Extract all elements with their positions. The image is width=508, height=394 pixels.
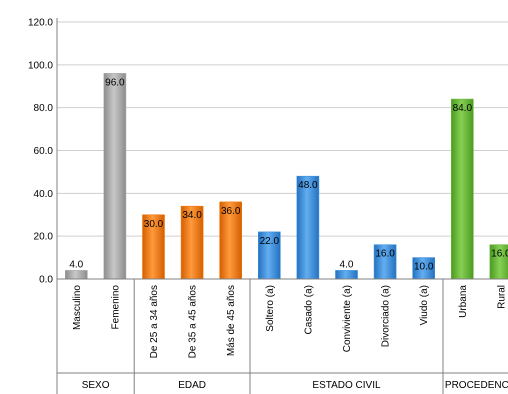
category-label: Masculino xyxy=(72,285,83,330)
category-label: Divorciado (a) xyxy=(381,285,392,347)
y-tick-label: 20.0 xyxy=(34,232,54,243)
group-label: ESTADO CIVIL xyxy=(312,380,381,391)
data-label: 22.0 xyxy=(260,236,280,247)
group-label: EDAD xyxy=(178,380,206,391)
y-tick-label: 0.0 xyxy=(39,275,53,286)
data-label: 4.0 xyxy=(69,259,83,270)
category-label: De 35 a 45 años xyxy=(188,285,199,358)
y-tick-label: 80.0 xyxy=(34,103,54,114)
data-label: 16.0 xyxy=(375,249,395,260)
data-label: 4.0 xyxy=(340,259,354,270)
group-label: SEXO xyxy=(82,380,110,391)
group-label: PROCEDENCIA xyxy=(445,380,508,391)
bar xyxy=(450,98,474,280)
category-label: Viudo (a) xyxy=(419,285,430,325)
data-label: 36.0 xyxy=(221,206,241,217)
data-label: 48.0 xyxy=(298,180,318,191)
category-label: De 25 a 34 años xyxy=(149,285,160,358)
category-label: Soltero (a) xyxy=(265,285,276,332)
data-label: 34.0 xyxy=(182,210,202,221)
bar xyxy=(335,270,358,280)
category-label: Urbana xyxy=(458,285,469,318)
y-tick-label: 60.0 xyxy=(34,146,54,157)
category-label: Rural xyxy=(496,285,507,309)
bar xyxy=(296,175,320,280)
category-label: Más de 45 años xyxy=(226,285,237,356)
category-label: Femenino xyxy=(110,285,121,330)
data-label: 30.0 xyxy=(144,219,164,230)
category-label: Conviviente (a) xyxy=(342,285,353,352)
y-tick-label: 40.0 xyxy=(34,189,54,200)
bar xyxy=(103,73,127,280)
category-label: Casado (a) xyxy=(303,285,314,334)
y-tick-label: 100.0 xyxy=(28,60,53,71)
bar xyxy=(65,270,88,280)
data-label: 16.0 xyxy=(491,249,508,260)
data-label: 84.0 xyxy=(453,103,473,114)
y-tick-label: 120.0 xyxy=(28,18,53,29)
data-label: 96.0 xyxy=(105,77,125,88)
data-label: 10.0 xyxy=(414,262,434,273)
